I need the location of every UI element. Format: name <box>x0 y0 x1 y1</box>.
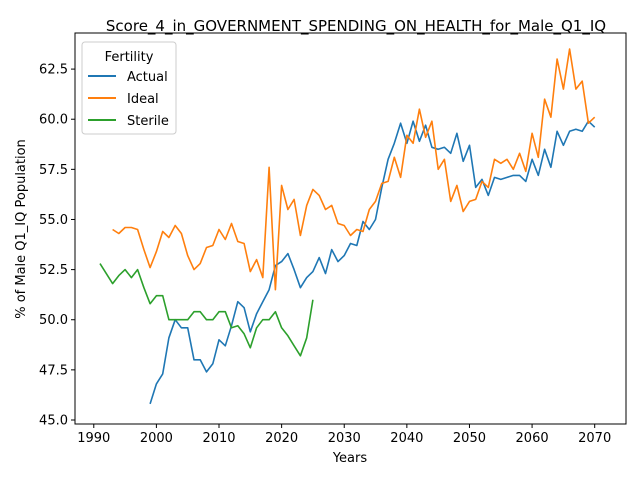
y-tick-label: 55.0 <box>39 213 68 228</box>
x-tick-label: 2020 <box>265 431 298 446</box>
legend: Fertility Actual Ideal Sterile <box>81 41 177 135</box>
y-axis-label: % of Male Q1_IQ Population <box>14 139 29 319</box>
y-tick-label: 60.0 <box>39 113 68 128</box>
series-line-sterile <box>99 263 314 357</box>
series-line-actual <box>149 120 596 405</box>
x-tick-label: 2030 <box>328 431 361 446</box>
x-tick-label: 1990 <box>77 431 110 446</box>
y-tick-label: 52.5 <box>39 263 68 278</box>
legend-label-sterile: Sterile <box>127 114 169 129</box>
y-tick-label: 45.0 <box>39 413 68 428</box>
series-layer <box>99 48 596 405</box>
x-axis-label: Years <box>332 451 368 466</box>
plot-area-frame <box>74 32 627 425</box>
chart-title: Score_4_in_GOVERNMENT_SPENDING_ON_HEALTH… <box>106 17 606 36</box>
legend-label-actual: Actual <box>127 70 168 85</box>
x-tick-label: 2000 <box>140 431 173 446</box>
legend-label-ideal: Ideal <box>127 92 159 107</box>
legend-title: Fertility <box>105 50 154 65</box>
series-line-ideal <box>112 48 596 291</box>
x-tick-label: 2060 <box>516 431 549 446</box>
y-tick-label: 62.5 <box>39 63 68 78</box>
x-tick-label: 2010 <box>202 431 235 446</box>
y-tick-label: 57.5 <box>39 163 68 178</box>
y-tick-label: 50.0 <box>39 313 68 328</box>
x-tick-label: 2070 <box>578 431 611 446</box>
x-axis: 1990 2000 2010 2020 2030 2040 2050 2060 2070 <box>77 424 611 446</box>
y-tick-label: 47.5 <box>39 363 68 378</box>
legend-frame <box>81 41 177 135</box>
x-tick-label: 2050 <box>453 431 486 446</box>
x-tick-label: 2040 <box>390 431 423 446</box>
y-axis: 45.0 47.5 50.0 52.5 55.0 57.5 60.0 62.5 <box>39 63 75 428</box>
